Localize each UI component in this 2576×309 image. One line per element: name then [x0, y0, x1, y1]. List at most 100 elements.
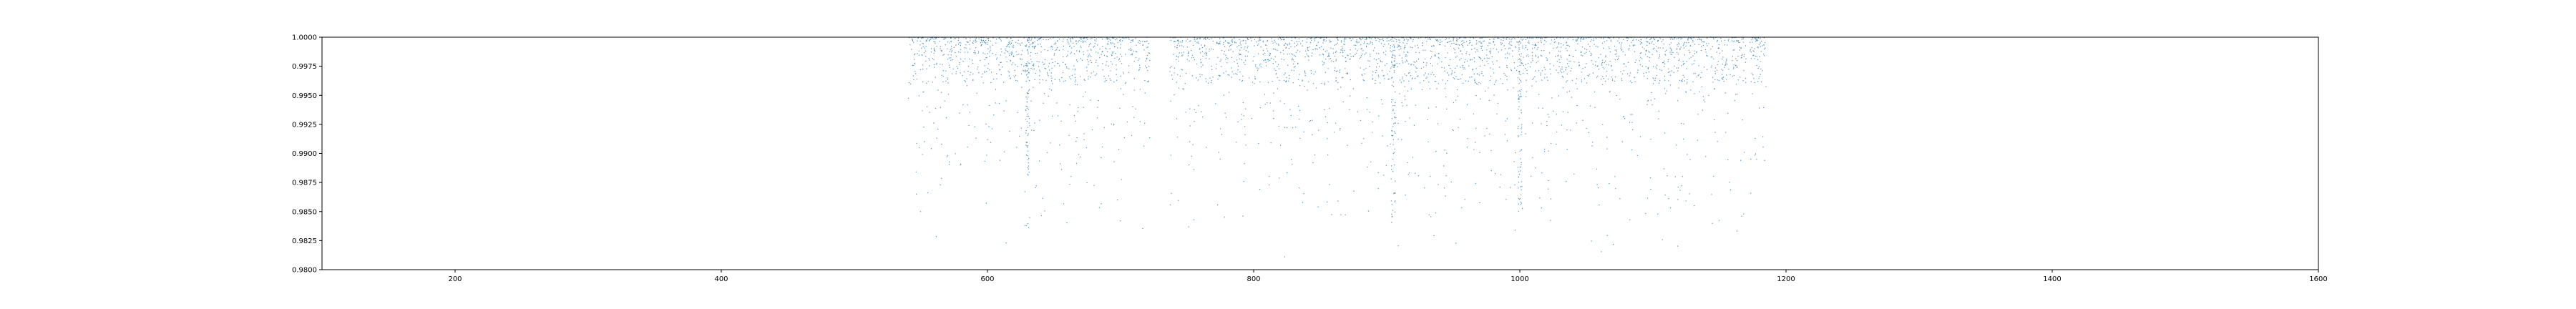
data-point [982, 82, 984, 84]
data-point [1393, 67, 1395, 69]
data-point [1297, 49, 1299, 51]
data-point [1532, 79, 1533, 81]
data-point [1278, 44, 1279, 46]
data-point [1330, 47, 1332, 49]
data-point [1604, 60, 1606, 62]
data-point [945, 70, 947, 72]
data-point [1426, 62, 1428, 64]
data-point [1044, 49, 1045, 51]
data-points [907, 36, 1767, 258]
data-point [1050, 89, 1053, 91]
data-point [1144, 79, 1146, 82]
data-point [1451, 43, 1453, 44]
data-point [1601, 84, 1604, 85]
data-point [1429, 37, 1430, 39]
data-point [1474, 47, 1475, 49]
data-point [1616, 51, 1617, 52]
data-point [1576, 122, 1577, 124]
data-point [1606, 235, 1608, 236]
data-point [1406, 104, 1407, 106]
data-point [1295, 52, 1297, 54]
data-point [1757, 67, 1759, 69]
data-point [1541, 55, 1543, 57]
data-point [1553, 41, 1555, 44]
data-point [1130, 48, 1131, 49]
data-point [1176, 55, 1178, 57]
data-point [960, 44, 962, 46]
data-point [1648, 51, 1649, 52]
data-point [1061, 77, 1063, 79]
data-point [1584, 48, 1586, 49]
data-point [1109, 78, 1111, 79]
data-point [1059, 80, 1060, 82]
data-point [1408, 172, 1410, 174]
data-point [1056, 46, 1058, 49]
data-point [1456, 89, 1458, 91]
data-point [1528, 42, 1530, 44]
data-point [1616, 59, 1619, 61]
data-point [1435, 39, 1437, 40]
data-point [1365, 52, 1367, 54]
data-point [1290, 46, 1292, 48]
data-point [1638, 39, 1639, 41]
data-point [1330, 41, 1332, 43]
data-point [1544, 39, 1546, 41]
data-point [1631, 129, 1634, 130]
data-point [1521, 63, 1523, 64]
data-point [1673, 72, 1674, 74]
data-point [950, 59, 952, 61]
data-point [1659, 69, 1661, 71]
data-point [1308, 59, 1309, 61]
data-point [1011, 40, 1013, 41]
data-point [947, 41, 949, 43]
data-point [1139, 42, 1141, 44]
data-point [1234, 42, 1236, 44]
data-point [1681, 65, 1682, 67]
data-point [1518, 50, 1520, 52]
data-point [975, 39, 977, 41]
data-point [1688, 41, 1689, 44]
data-point [1459, 59, 1460, 61]
data-point [1412, 77, 1413, 79]
data-point [1490, 67, 1491, 69]
data-point [1575, 49, 1576, 52]
data-point [1444, 149, 1445, 151]
data-point [1692, 55, 1694, 57]
data-point [1258, 68, 1259, 69]
data-point [1756, 159, 1757, 160]
data-point [1282, 49, 1284, 52]
data-point [1521, 62, 1523, 64]
data-point [1392, 171, 1394, 172]
data-point [1038, 160, 1040, 162]
data-point [1189, 108, 1191, 109]
data-point [1677, 70, 1679, 72]
data-point [1345, 61, 1347, 62]
data-point [1344, 39, 1345, 41]
data-point [942, 70, 945, 72]
data-point [1605, 55, 1606, 57]
data-point [1460, 44, 1463, 46]
data-point [1402, 37, 1404, 39]
data-point [1280, 52, 1282, 54]
data-point [935, 107, 937, 109]
data-point [1559, 37, 1561, 39]
data-point [1031, 129, 1033, 131]
data-point [1393, 64, 1395, 66]
data-point [985, 39, 987, 41]
data-point [1634, 62, 1636, 64]
data-point [1602, 67, 1604, 69]
data-point [1488, 42, 1490, 44]
data-point [1713, 175, 1714, 177]
data-point [1071, 47, 1073, 49]
data-point [1067, 54, 1068, 56]
data-point [1542, 107, 1543, 109]
data-point [1242, 215, 1244, 217]
data-point [1191, 57, 1193, 59]
data-point [1399, 54, 1400, 57]
data-point [1521, 95, 1522, 97]
data-point [1586, 82, 1588, 84]
data-point [1669, 74, 1672, 77]
data-point [1192, 57, 1194, 59]
data-point [1244, 64, 1246, 66]
data-point [1425, 72, 1426, 74]
